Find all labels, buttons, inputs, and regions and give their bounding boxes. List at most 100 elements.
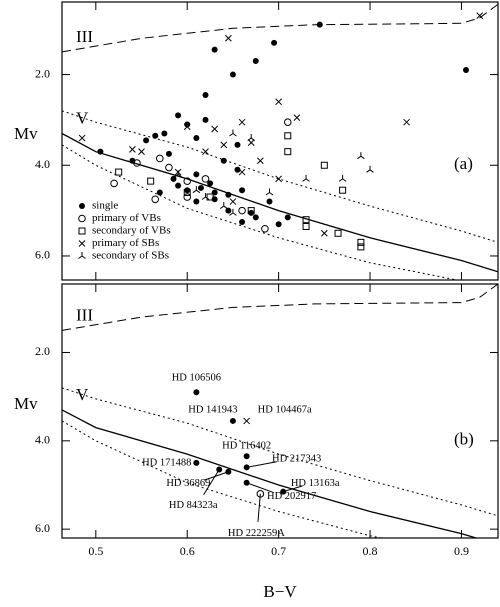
y-tick-label: 2.0 [35,344,50,358]
point [229,208,237,216]
point [156,154,164,163]
y-tick-label: 2.0 [35,66,50,80]
point [234,141,241,148]
cross-stroke [293,114,301,121]
point [183,193,192,201]
point [316,21,323,28]
tri-stroke [201,196,206,200]
tri-stroke [81,255,86,259]
point [247,207,255,215]
point [238,118,246,126]
point [225,34,232,42]
point [284,148,292,156]
point [265,188,274,196]
point [338,174,347,182]
star-label: HD 222259A [228,528,285,539]
point [320,229,328,237]
frame [61,1,499,281]
point [78,134,86,142]
tri-stroke [205,196,210,200]
y-tick-label: 6.0 [35,248,50,262]
point [247,139,255,146]
point [252,57,259,64]
point [183,188,191,196]
tri-stroke [174,173,179,178]
tri-stroke [342,178,347,182]
point [184,187,191,194]
point [193,198,200,205]
sequence-curve [62,132,498,273]
y-tick-label: 6.0 [35,521,50,535]
point [193,389,200,396]
point [302,216,310,224]
point [225,191,232,198]
sequence-curve [62,144,460,280]
point [366,165,374,173]
point [220,141,228,149]
point [252,214,259,221]
cross-stroke [238,168,246,176]
point [266,198,273,205]
point [170,175,177,182]
point [302,174,310,182]
sequence-curve [62,387,498,517]
point [403,118,410,126]
point [219,202,228,209]
star-label: HD 116402 [222,441,271,452]
x-tick-label: 0.6 [180,544,195,558]
point [78,252,86,259]
point [357,238,365,246]
leader-line [257,493,261,522]
point [201,193,210,200]
point [78,240,86,247]
point [161,130,168,137]
point [202,148,209,156]
point [225,207,232,214]
point [243,417,250,425]
cross-stroke [220,141,228,149]
point [192,186,201,194]
point [243,453,250,460]
point [320,161,328,169]
star-label: HD 202917 [267,491,316,502]
cross-stroke [243,417,250,425]
point [138,148,145,156]
cross-stroke [403,118,410,126]
point [151,195,160,204]
cross-stroke [225,34,232,42]
legend-label: secondary of VBs [92,225,171,237]
point [156,189,163,196]
point [339,186,347,194]
cross-stroke [229,198,237,205]
point [211,46,218,53]
legend-label: primary of VBs [92,212,161,224]
tri-stroke [78,255,83,259]
sequence-curve [62,420,384,538]
point [211,125,218,133]
point [183,123,191,131]
tri-stroke [177,173,182,178]
sequence-curve [62,284,498,331]
point [197,184,204,191]
point [283,118,292,126]
cross-stroke [238,118,246,126]
point [357,243,365,251]
panel-label: (b) [454,430,474,449]
curve-label: III [76,27,93,46]
cross-stroke [129,146,136,153]
point [211,189,218,196]
tri-stroke [219,205,225,209]
cross-stroke [275,175,282,183]
y-tick-label: 4.0 [35,433,50,447]
point [476,12,484,19]
x-tick-label: 0.9 [454,544,469,558]
cross-stroke [256,157,264,165]
point [165,150,172,157]
point [275,175,282,183]
point [229,198,237,205]
tri-stroke [369,169,374,173]
tri-stroke [247,137,252,141]
point [229,129,237,137]
tri-stroke [360,155,365,160]
point [184,121,191,128]
